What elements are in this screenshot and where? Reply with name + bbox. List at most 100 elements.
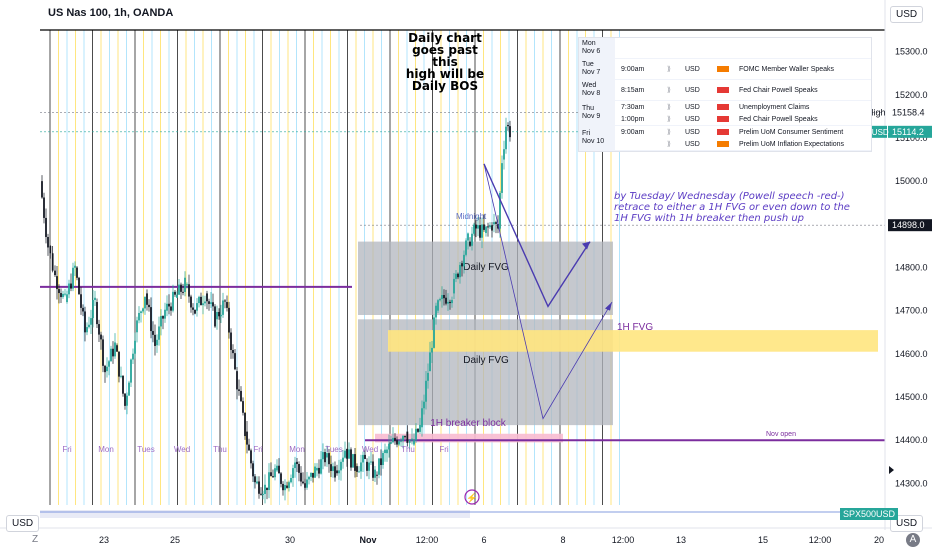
- candle-body: [54, 270, 56, 276]
- candle-body: [421, 408, 423, 428]
- candle-body: [475, 224, 477, 229]
- volume-strip: [40, 510, 470, 518]
- currency-button-bottom-left[interactable]: USD: [6, 515, 40, 532]
- reset-zoom-button[interactable]: Z: [32, 534, 39, 545]
- candle-body: [180, 284, 182, 292]
- candle-body: [49, 245, 52, 254]
- candle-body: [286, 485, 288, 488]
- candle-body: [226, 302, 228, 308]
- candle-body: [170, 306, 172, 311]
- impact-high-icon: [717, 129, 729, 135]
- candle-body: [60, 293, 62, 298]
- candle-body: [465, 240, 467, 255]
- candle-body: [254, 476, 256, 483]
- candle-body: [459, 264, 461, 278]
- price-tick-label: 15100.0: [895, 133, 928, 143]
- event-row: ⟫ USD Prelim UoM Inflation Expectations: [615, 138, 871, 150]
- projection-arrows: ⚡: [464, 163, 613, 505]
- day-name: Tue: [582, 61, 594, 68]
- session-lines: [40, 29, 885, 505]
- candle-body: [318, 467, 320, 474]
- candle-body: [481, 224, 483, 238]
- candle-body: [415, 428, 417, 441]
- symbol-title[interactable]: US Nas 100, 1h, OANDA: [48, 7, 174, 19]
- candle-body: [212, 302, 214, 307]
- candle-body: [178, 284, 180, 295]
- day-label: Tues: [325, 445, 343, 454]
- candle-body: [126, 395, 128, 406]
- candle-body: [392, 437, 394, 443]
- event-currency: USD: [685, 140, 700, 148]
- event-title[interactable]: Fed Chair Powell Speaks: [739, 86, 818, 94]
- candle-body: [384, 449, 386, 454]
- candle-body: [372, 461, 374, 478]
- auto-scale-button[interactable]: A: [906, 533, 920, 547]
- candle-body: [184, 277, 186, 292]
- candle-body: [394, 437, 396, 441]
- candle-body: [208, 301, 210, 304]
- candle-body: [489, 225, 491, 228]
- note-line-2: goes past this: [412, 43, 478, 69]
- day-label: Mon: [98, 445, 114, 454]
- price-tick-label: 14800.0: [895, 263, 928, 273]
- time-tick-label: 6: [481, 535, 486, 545]
- day-label: Fri: [253, 445, 263, 454]
- candle-body: [439, 299, 441, 301]
- time-tick-label: 12:00: [416, 535, 439, 545]
- candle-body: [302, 481, 304, 484]
- candle-body: [322, 452, 324, 460]
- candle-body: [248, 444, 250, 451]
- day-date: Nov 10: [582, 138, 605, 145]
- candle-body: [485, 226, 487, 233]
- currency-button-top[interactable]: USD: [890, 6, 924, 23]
- time-tick-label: 13: [676, 535, 686, 545]
- candle-body: [124, 393, 126, 406]
- candle-body: [382, 453, 384, 466]
- candle-body: [128, 382, 130, 396]
- candle-body: [162, 316, 164, 319]
- event-title[interactable]: Prelim UoM Consumer Sentiment: [739, 128, 844, 136]
- candle-body: [43, 197, 45, 218]
- candle-body: [368, 462, 370, 471]
- signal-icon: ⟫: [667, 116, 671, 123]
- candle-body: [250, 450, 252, 464]
- candle-body: [56, 276, 58, 290]
- event-row: 9:00am ⟫ USD Prelim UoM Consumer Sentime…: [615, 126, 871, 138]
- candle-body: [200, 296, 202, 306]
- candle-body: [260, 493, 262, 495]
- note-line-4: Daily BOS: [411, 79, 479, 93]
- candle-body: [380, 458, 382, 466]
- event-title[interactable]: FOMC Member Waller Speaks: [739, 65, 835, 73]
- candle-body: [378, 458, 380, 475]
- currency-button-bottom-right[interactable]: USD: [890, 515, 924, 532]
- signal-icon: ⟫: [667, 129, 671, 136]
- candle-body: [206, 293, 208, 302]
- candle-body: [471, 233, 473, 246]
- event-title[interactable]: Fed Chair Powell Speaks: [739, 115, 818, 123]
- candle-body: [477, 225, 479, 229]
- event-title[interactable]: Prelim UoM Inflation Expectations: [739, 140, 845, 148]
- projection-alt-arrowhead: [605, 302, 612, 311]
- candle-body: [262, 493, 264, 495]
- candle-body: [411, 438, 413, 441]
- candle-body: [270, 472, 272, 477]
- impact-high-icon: [717, 87, 729, 93]
- nov-open-label: Nov open: [766, 431, 796, 438]
- candle-body: [338, 470, 340, 474]
- day-name: Mon: [582, 40, 596, 47]
- day-label: Wed: [174, 445, 190, 454]
- time-tick-label: Nov: [359, 535, 376, 545]
- candle-body: [443, 295, 445, 299]
- candle-body: [491, 225, 493, 231]
- event-title[interactable]: Unemployment Claims: [739, 103, 810, 111]
- candle-body: [360, 462, 362, 472]
- candle-body: [82, 307, 84, 312]
- candle-body: [138, 312, 140, 321]
- candle-body: [68, 283, 70, 295]
- day-label: Wed: [362, 445, 378, 454]
- economic-calendar[interactable]: Mon Nov 6 Tue Nov 7 9:00am ⟫ USD FOMC Me…: [578, 37, 872, 152]
- price-tick-label: 15200.0: [895, 90, 928, 100]
- candle-body: [328, 453, 330, 465]
- candle-body: [441, 295, 443, 300]
- day-date: Nov 6: [582, 48, 601, 55]
